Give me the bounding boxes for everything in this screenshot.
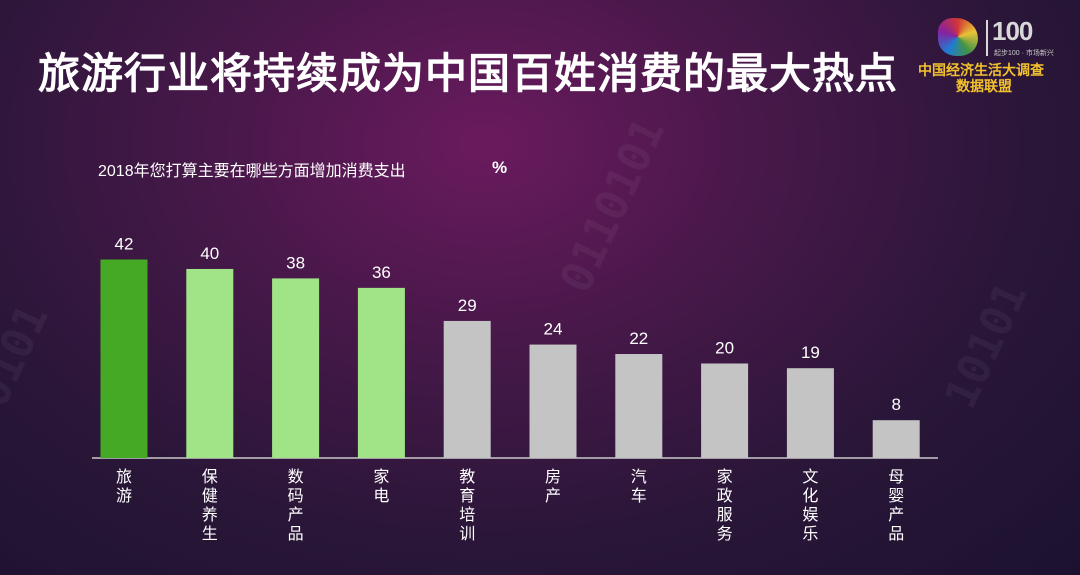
category-label: 房产 — [545, 467, 561, 505]
data-label: 36 — [372, 263, 391, 282]
data-label: 8 — [891, 395, 900, 414]
bar — [615, 354, 663, 458]
logo-divider — [986, 20, 988, 56]
logo-name-line1: 中国经济生活大调查 — [918, 62, 1044, 78]
data-label: 38 — [286, 253, 305, 272]
bar — [443, 320, 491, 458]
data-label: 24 — [544, 320, 563, 339]
bar — [272, 278, 320, 458]
category-label: 教育培训 — [459, 467, 475, 543]
data-label: 42 — [115, 235, 134, 254]
data-label: 19 — [801, 343, 820, 362]
chart-title: 2018年您打算主要在哪些方面增加消费支出 — [98, 163, 406, 180]
category-label: 家政服务 — [717, 467, 733, 543]
bar — [786, 368, 834, 458]
category-label: 汽车 — [631, 467, 647, 505]
category-label: 旅游 — [116, 467, 132, 505]
bar — [357, 287, 405, 458]
logo-badge: 100 — [992, 16, 1033, 46]
data-label: 29 — [458, 296, 477, 315]
category-label: 母婴产品 — [888, 467, 904, 543]
data-label: 20 — [715, 338, 734, 357]
category-label: 文化娱乐 — [802, 467, 818, 543]
bar — [529, 344, 577, 458]
category-label: 家电 — [373, 467, 389, 505]
category-label: 数码产品 — [288, 467, 304, 543]
bar — [701, 363, 749, 458]
alliance-logo: 100 起步100 · 市场新兴 中国经济生活大调查 数据联盟 — [916, 14, 1056, 94]
category-label: 保健养生 — [202, 467, 218, 543]
bar — [186, 268, 234, 458]
logo-slogan: 起步100 · 市场新兴 — [994, 50, 1054, 57]
slide-title: 旅游行业将持续成为中国百姓消费的最大热点 — [38, 49, 899, 98]
logo-name-line2: 数据联盟 — [956, 78, 1012, 94]
data-label: 22 — [629, 329, 648, 348]
unit-label: % — [492, 158, 508, 177]
bar — [100, 259, 148, 458]
bar — [872, 420, 920, 458]
map-emblem-icon — [938, 18, 978, 56]
data-label: 40 — [200, 244, 219, 263]
